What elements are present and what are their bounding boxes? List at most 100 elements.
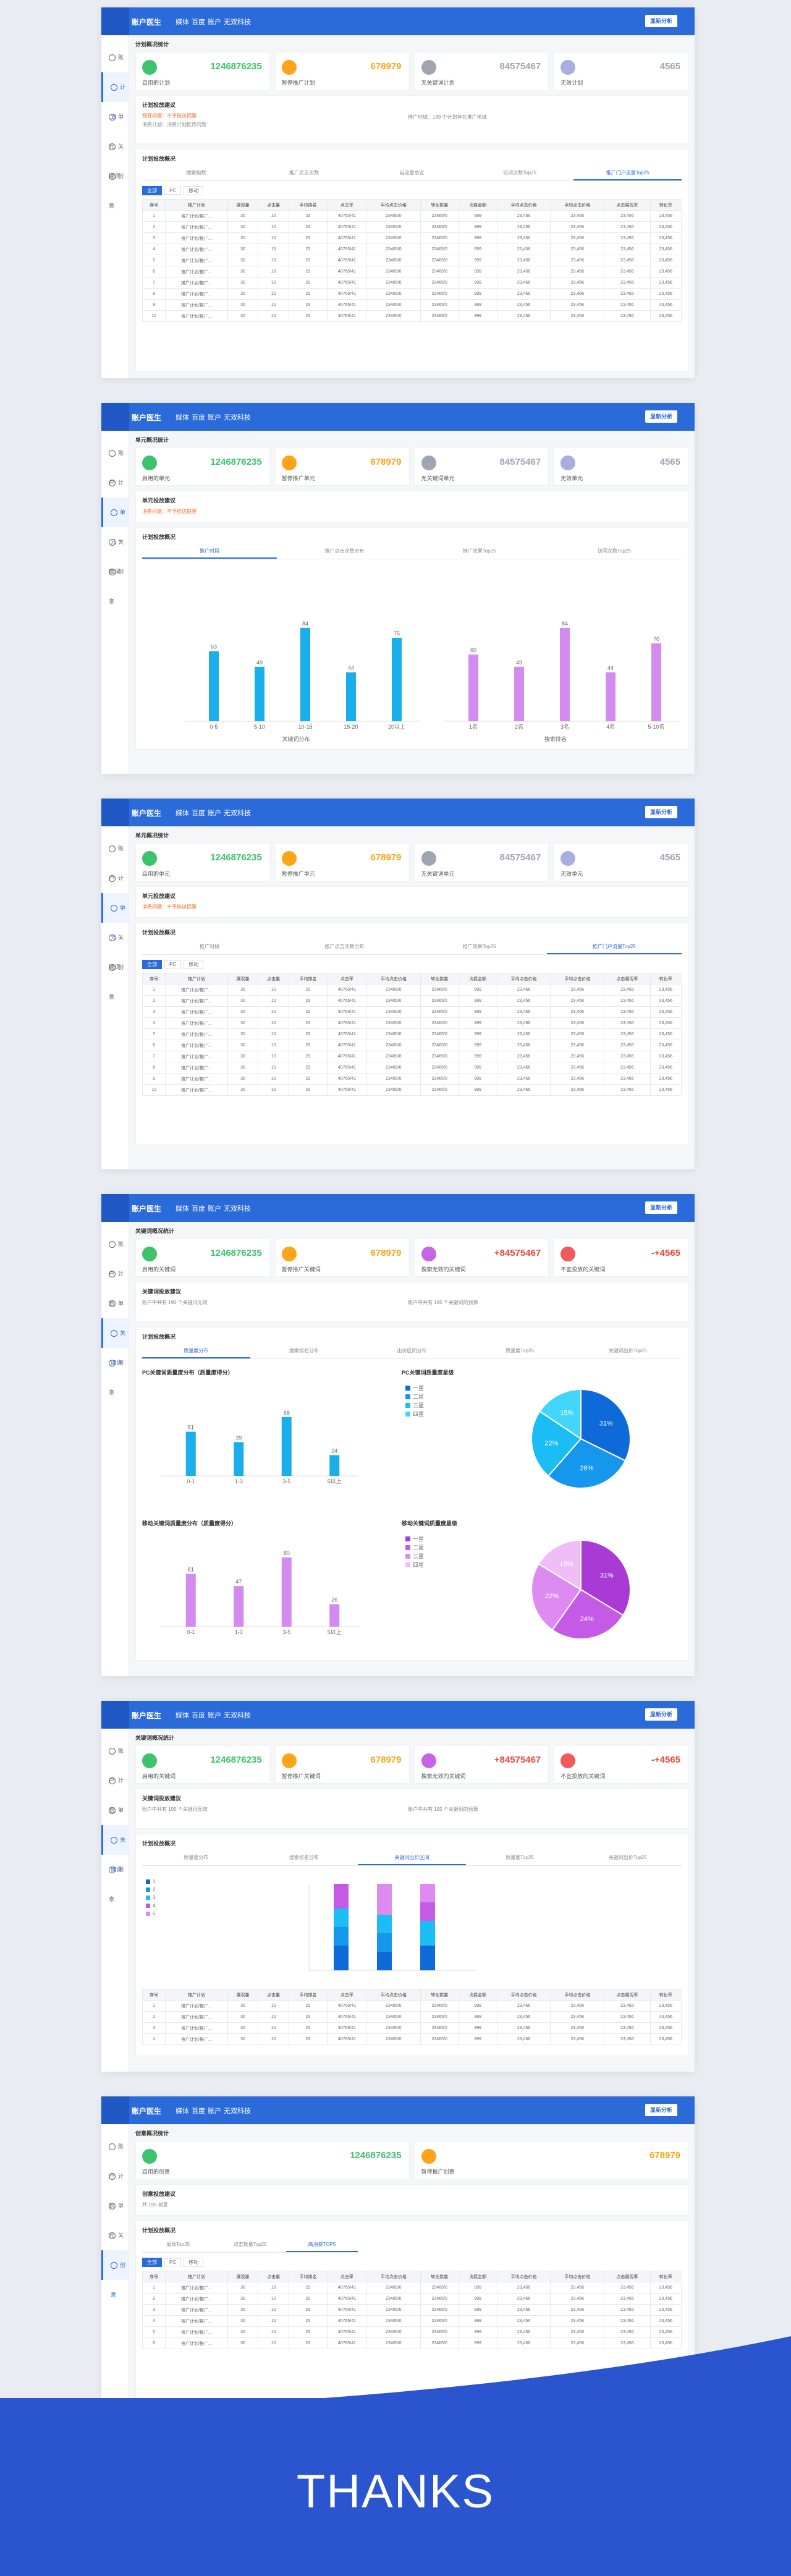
nav-unit[interactable]: 单元 <box>101 893 129 941</box>
nav-unit[interactable]: 单元 <box>109 2203 124 2239</box>
tab[interactable]: 搜索指数 <box>186 170 206 176</box>
nav-creative[interactable]: 创意 <box>109 964 124 1000</box>
nav-keyword[interactable]: 关键词 <box>109 143 124 179</box>
stat-card[interactable]: 678979 暂停推广关键词 <box>274 1239 410 1277</box>
nav-creative[interactable]: 创意 <box>109 1360 124 1396</box>
tab[interactable]: 点击数量Top25 <box>233 2242 267 2247</box>
stat-card[interactable]: 84575467 无关键词计划 <box>414 52 549 90</box>
legend-swatch <box>405 1536 410 1541</box>
report-button[interactable]: 显新分析 <box>645 2104 677 2116</box>
nav-creative[interactable]: 创意 <box>109 173 124 209</box>
tab[interactable]: 质量度Top25 <box>505 1855 534 1860</box>
stat-card[interactable]: 678979 暂停推广关键词 <box>274 1745 410 1784</box>
breadcrumb[interactable]: 媒体 百度 账户 无双科技 <box>176 19 251 26</box>
report-button[interactable]: 显新分析 <box>645 806 677 818</box>
column-header: 点击展现率 <box>604 1989 651 2001</box>
tab[interactable]: 推广时段 <box>200 944 220 949</box>
tab[interactable]: 访问次数Top25 <box>503 170 536 176</box>
nav-account[interactable]: 账户 <box>101 43 129 90</box>
data-label: 70 <box>653 636 659 642</box>
column-header: 消费金额 <box>458 973 497 985</box>
nav-unit[interactable]: 单元 <box>101 498 129 545</box>
stat-card[interactable]: -+4565 不宜投放的关键词 <box>554 1239 688 1277</box>
breadcrumb[interactable]: 媒体 百度 账户 无双科技 <box>176 1205 251 1213</box>
tab[interactable]: 推广效果Top25 <box>462 944 496 949</box>
report-button[interactable]: 显新分析 <box>645 410 677 423</box>
nav-account[interactable]: 账户 <box>109 1748 124 1784</box>
nav-account[interactable]: 账户 <box>109 2143 124 2179</box>
tab[interactable]: 高消费TOP5 <box>286 2238 358 2252</box>
report-button[interactable]: 显新分析 <box>645 1708 677 1721</box>
tab[interactable]: 质量度Top25 <box>505 1348 534 1354</box>
tab[interactable]: 自流量总览 <box>399 170 425 176</box>
stat-card[interactable]: -+4565 不宜投放的关键词 <box>554 1745 688 1784</box>
stat-card[interactable]: 84575467 无关键词单元 <box>414 843 549 881</box>
breadcrumb[interactable]: 媒体 百度 账户 无双科技 <box>176 810 251 817</box>
data-label: 80 <box>284 1550 290 1556</box>
stat-card[interactable]: 1246876235 启用的计划 <box>135 52 270 90</box>
nav-keyword[interactable]: 关键词 <box>101 2221 129 2268</box>
tab[interactable]: 推广效果Top25 <box>462 548 496 554</box>
stat-card[interactable]: 1246876235 启用的单元 <box>135 843 270 881</box>
stat-card[interactable]: 4565 无效计划 <box>554 52 688 90</box>
tab[interactable]: 质量度分布 <box>184 1855 209 1860</box>
tab[interactable]: 关键词出价Top25 <box>608 1348 647 1354</box>
nav-account[interactable]: 账户 <box>109 450 124 486</box>
nav-unit[interactable]: 单元 <box>101 1289 129 1336</box>
nav-creative[interactable]: 创意 <box>109 1866 124 1902</box>
nav-plan[interactable]: 计划 <box>109 2173 124 2209</box>
nav-account[interactable]: 账户 <box>109 1241 124 1277</box>
report-button[interactable]: 显新分析 <box>645 15 677 27</box>
nav-unit[interactable]: 单元 <box>101 1795 129 1843</box>
tab[interactable]: 质量度分布 <box>142 1344 250 1358</box>
filter-bar[interactable]: 全部 PC 移动 <box>142 2258 682 2267</box>
tab[interactable]: 关键词出价区间 <box>358 1851 466 1865</box>
tab[interactable]: 推广点击次数分布 <box>324 944 365 949</box>
breadcrumb[interactable]: 媒体 百度 账户 无双科技 <box>176 414 251 422</box>
tab[interactable]: 推广点击次数 <box>289 170 319 176</box>
filter-bar[interactable]: 全部 PC 移动 <box>142 186 682 195</box>
nav-plan[interactable]: 计划 <box>109 1271 124 1307</box>
tab[interactable]: 访问次数Top25 <box>597 548 631 554</box>
filter-bar[interactable]: 全部 PC 移动 <box>142 960 682 969</box>
nav-unit[interactable]: 单元 <box>109 114 124 150</box>
stat-card[interactable]: 4565 无效单元 <box>554 447 688 486</box>
tab[interactable]: 推广时段 <box>142 544 277 559</box>
nav-plan[interactable]: 计划 <box>101 468 129 515</box>
stat-card[interactable]: 84575467 无关键词单元 <box>414 447 549 486</box>
tab[interactable]: 推广门户流量Top25 <box>546 940 682 954</box>
nav-keyword[interactable]: 关键词 <box>101 1825 129 1873</box>
tab[interactable]: 关键词出价Top25 <box>608 1855 647 1860</box>
stat-card[interactable]: 678979 暂停推广单元 <box>274 447 410 486</box>
stat-card[interactable]: 4565 无效单元 <box>554 843 688 881</box>
nav-plan[interactable]: 计划 <box>101 72 129 120</box>
nav-plan[interactable]: 计划 <box>101 863 129 911</box>
breadcrumb[interactable]: 媒体 百度 账户 无双科技 <box>176 1712 251 1719</box>
nav-plan[interactable]: 计划 <box>109 1777 124 1813</box>
report-button[interactable]: 显新分析 <box>645 1201 677 1214</box>
tab[interactable]: 展现Top25 <box>166 2242 190 2247</box>
nav-keyword[interactable]: 关键词 <box>109 934 124 970</box>
nav-creative[interactable]: 创意 <box>101 2250 129 2298</box>
stat-card[interactable]: 678979 暂停推广创意 <box>414 2141 688 2179</box>
stat-card[interactable]: +84575467 搜索无效的关键词 <box>414 1745 549 1784</box>
breadcrumb[interactable]: 媒体 百度 账户 无双科技 <box>176 2108 251 2115</box>
tab[interactable]: 搜索排名分布 <box>289 1348 319 1354</box>
tab[interactable]: 推广门户流量Top25 <box>573 166 682 180</box>
stat-card[interactable]: 678979 暂停推广单元 <box>274 843 410 881</box>
stat-card[interactable]: 1246876235 启用的关键词 <box>135 1745 270 1784</box>
stat-card[interactable]: 1246876235 启用的创意 <box>135 2141 410 2179</box>
tab[interactable]: 搜索排名分布 <box>289 1855 319 1860</box>
stat-card[interactable]: 678979 暂停推广计划 <box>274 52 410 90</box>
nav-keyword[interactable]: 关键词 <box>109 539 124 575</box>
tick-label: 0-1 <box>187 1629 195 1635</box>
stat-card[interactable]: 1246876235 启用的单元 <box>135 447 270 486</box>
tab[interactable]: 推广点击次数分布 <box>324 548 365 554</box>
nav-keyword[interactable]: 关键词 <box>101 1318 129 1366</box>
column-header: 平均排名 <box>288 973 328 985</box>
nav-account[interactable]: 账户 <box>109 845 124 881</box>
tab[interactable]: 出价区间分布 <box>397 1348 427 1354</box>
stat-card[interactable]: +84575467 搜索无效的关键词 <box>414 1239 549 1277</box>
stat-card[interactable]: 1246876235 启用的关键词 <box>135 1239 270 1277</box>
nav-creative[interactable]: 创意 <box>109 569 124 604</box>
